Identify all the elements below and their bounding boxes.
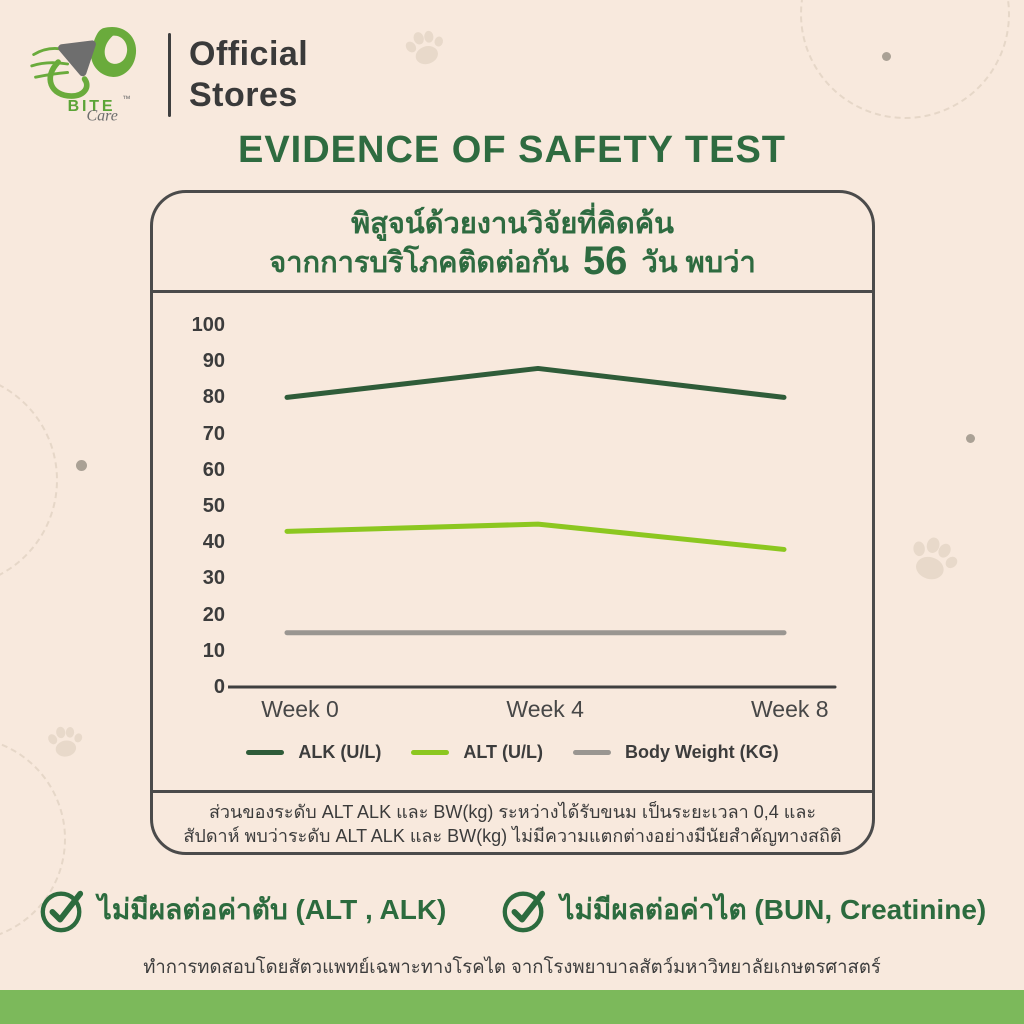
legend-label: ALT (U/L) bbox=[463, 742, 543, 762]
dot-decoration bbox=[76, 460, 87, 471]
header-divider bbox=[168, 32, 171, 117]
y-axis: 100 90 80 70 60 50 40 30 20 10 0 bbox=[165, 296, 225, 790]
y-tick-label: 70 bbox=[202, 422, 225, 445]
check-circle-icon bbox=[38, 886, 86, 934]
heading-day-count: 56 bbox=[582, 239, 628, 283]
benefit-label: ไม่มีผลต่อค่าตับ (ALT , ALK) bbox=[97, 894, 447, 925]
paw-print-icon bbox=[43, 719, 88, 768]
paw-print-icon bbox=[899, 526, 965, 595]
heading-prefix: จากการบริโภคติดต่อกัน bbox=[269, 247, 569, 279]
source-note: ทำการทดสอบโดยสัตวแพทย์เฉพาะทางโรคไต จากโ… bbox=[143, 956, 881, 977]
chart-plot bbox=[228, 365, 837, 689]
x-tick-week0: Week 0 bbox=[261, 696, 339, 722]
benefit-liver: ไม่มีผลต่อค่าตับ (ALT , ALK) bbox=[38, 886, 447, 934]
dot-decoration bbox=[882, 52, 891, 61]
y-tick-label: 30 bbox=[202, 567, 225, 590]
benefits-row: ไม่มีผลต่อค่าตับ (ALT , ALK) ไม่มีผลต่อค… bbox=[0, 886, 1024, 934]
dashed-circle-decoration bbox=[0, 372, 58, 588]
y-tick-label: 40 bbox=[202, 531, 225, 554]
bite-care-logo-icon: BITE ™ Care bbox=[28, 22, 160, 127]
x-tick-week8: Week 8 bbox=[751, 696, 829, 722]
bottom-green-bar bbox=[0, 990, 1024, 1024]
benefit-label: ไม่มีผลต่อค่าไต (BUN, Creatinine) bbox=[560, 894, 987, 925]
legend-label: ALK (U/L) bbox=[298, 742, 382, 762]
brand-wordmark: BITE bbox=[68, 97, 116, 115]
trademark-symbol: ™ bbox=[122, 94, 130, 104]
y-tick-label: 20 bbox=[202, 603, 225, 626]
legend-swatch bbox=[411, 750, 450, 755]
y-tick-label: 100 bbox=[191, 314, 225, 336]
series-line-1 bbox=[284, 521, 787, 552]
y-tick-label: 90 bbox=[202, 350, 225, 373]
paw-print-icon bbox=[398, 21, 452, 79]
heading-suffix: วัน พบว่า bbox=[641, 247, 756, 279]
y-tick-label: 50 bbox=[202, 495, 225, 517]
dot-decoration bbox=[966, 434, 975, 443]
card-heading-line2: จากการบริโภคติดต่อกัน 56 วัน พบว่า bbox=[153, 241, 872, 282]
chart-legend: ALK (U/L) ALT (U/L) Body Weight (KG) bbox=[153, 742, 872, 763]
y-tick-label: 80 bbox=[202, 386, 225, 409]
store-label: Official Stores bbox=[189, 34, 308, 114]
legend-swatch bbox=[572, 750, 611, 755]
card-heading-line1: พิสูจน์ด้วยงานวิจัยที่คิดค้น bbox=[351, 208, 674, 240]
benefit-kidney: ไม่มีผลต่อค่าไต (BUN, Creatinine) bbox=[500, 886, 986, 934]
page-title: EVIDENCE OF SAFETY TEST bbox=[237, 129, 787, 171]
x-tick-week4: Week 4 bbox=[506, 696, 584, 722]
store-label-line1: Official bbox=[189, 35, 309, 74]
store-label-line2: Stores bbox=[189, 75, 298, 114]
legend-item-bodyweight: Body Weight (KG) bbox=[572, 742, 779, 763]
card-heading: พิสูจน์ด้วยงานวิจัยที่คิดค้น จากการบริโภ… bbox=[153, 193, 872, 293]
safety-test-card: พิสูจน์ด้วยงานวิจัยที่คิดค้น จากการบริโภ… bbox=[150, 190, 875, 855]
legend-item-alt: ALT (U/L) bbox=[411, 742, 543, 763]
footnote-line1: ส่วนของระดับ ALT ALK และ BW(kg) ระหว่างไ… bbox=[208, 802, 817, 822]
line-chart: 100 90 80 70 60 50 40 30 20 10 0 Week 0 Week 4 Wee… bbox=[153, 296, 872, 790]
x-axis-labels: Week 0 Week 4 Week 8 bbox=[228, 696, 838, 728]
legend-swatch bbox=[246, 750, 285, 755]
legend-label: Body Weight (KG) bbox=[624, 742, 779, 762]
series-line-0 bbox=[284, 365, 787, 400]
dashed-circle-decoration bbox=[800, 0, 1010, 119]
y-tick-label: 10 bbox=[202, 639, 225, 662]
brand-header: BITE ™ Care Official Stores bbox=[28, 22, 308, 127]
legend-item-alk: ALK (U/L) bbox=[246, 742, 381, 763]
y-tick-label: 60 bbox=[202, 458, 225, 481]
check-circle-icon bbox=[500, 886, 548, 934]
chart-footnote: ส่วนของระดับ ALT ALK และ BW(kg) ระหว่างไ… bbox=[153, 790, 872, 852]
y-tick-label: 0 bbox=[213, 676, 225, 698]
footnote-line2: สัปดาห์ พบว่าระดับ ALT ALK และ BW(kg) ไม… bbox=[183, 826, 842, 846]
brand-script: Care bbox=[86, 108, 117, 122]
